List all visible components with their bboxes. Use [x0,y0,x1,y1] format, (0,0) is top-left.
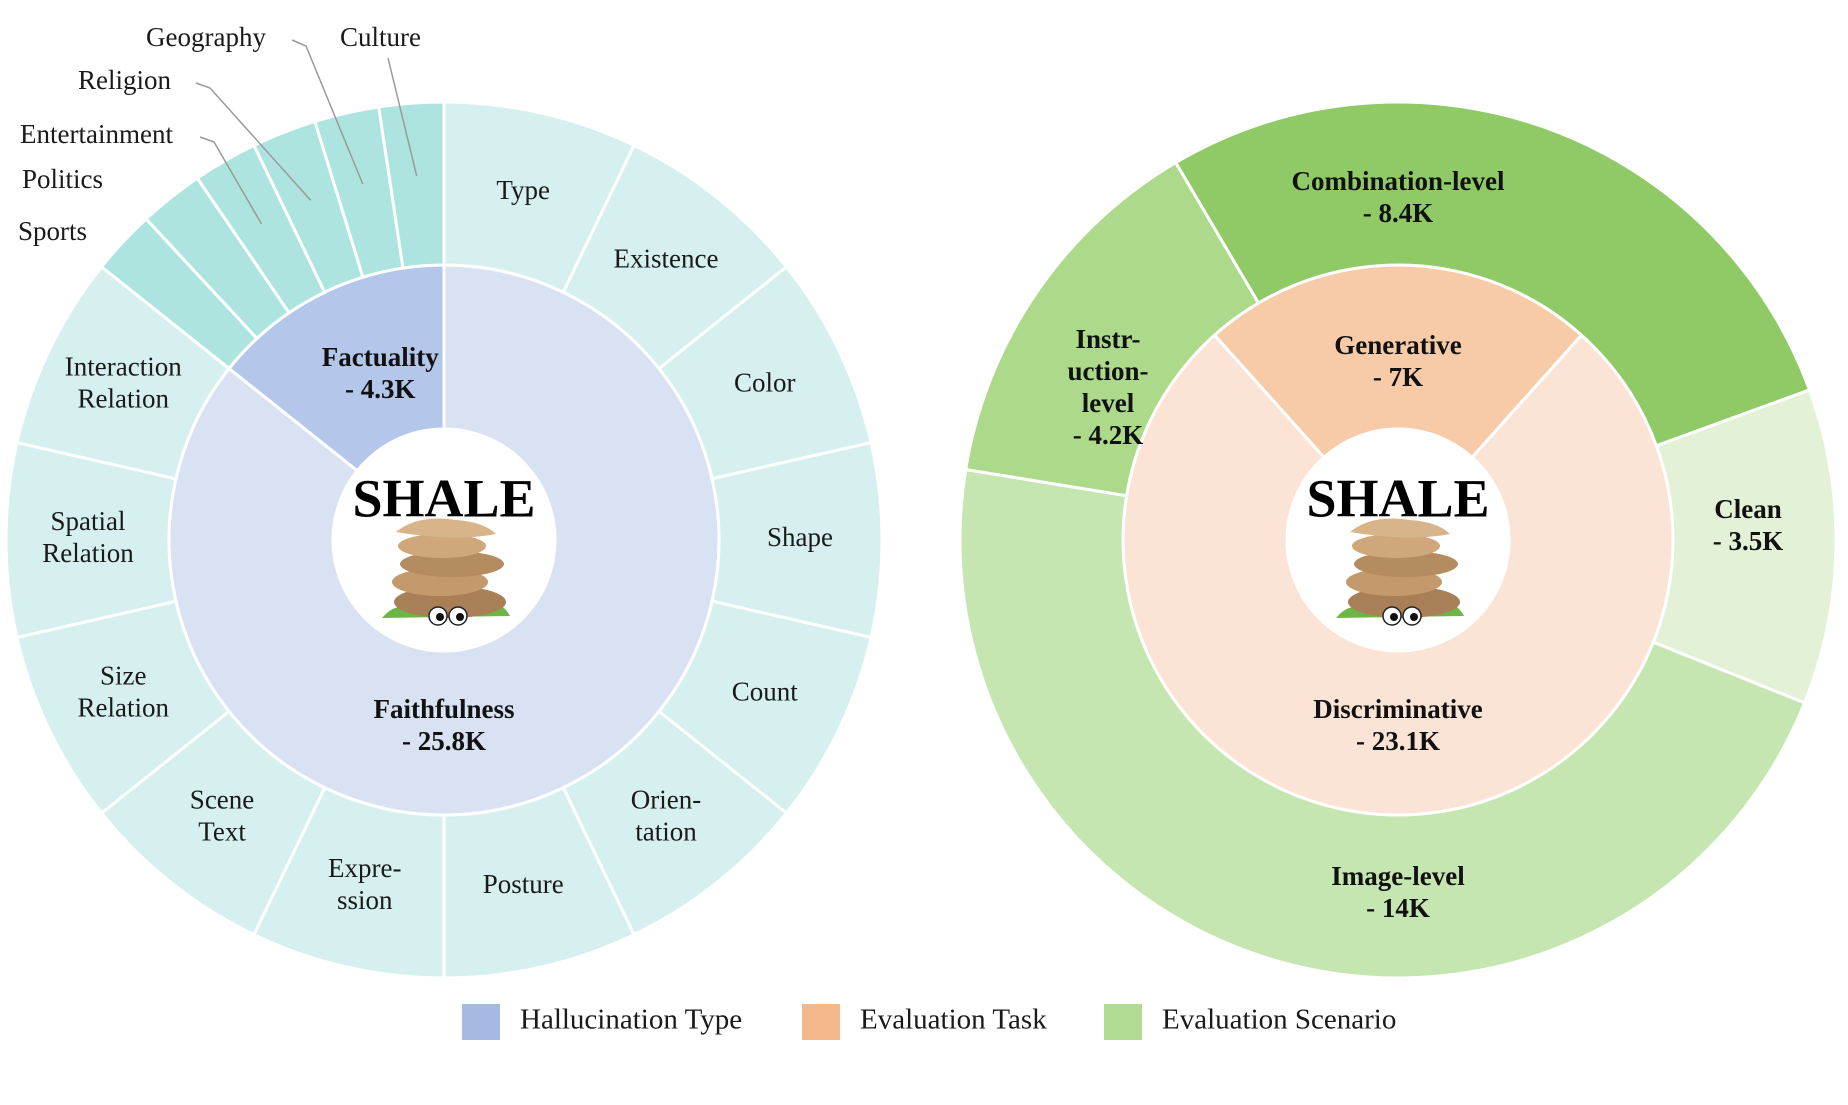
outer-label-orientation: Orien-tation [631,785,701,847]
outer-label-posture: Posture [483,869,564,899]
inner-label-generative: Generative - 7K [1334,330,1461,392]
outer-label-geography: Geography [146,22,266,52]
leader-line-entertainment [199,136,263,225]
inner-label-factuality: Factuality - 4.3K [322,342,439,404]
outer-label-scene-text: Scene Text [190,785,254,847]
stone-pile-logo-icon [382,518,510,626]
leader-line-culture [387,57,418,177]
outer-label-clean: Clean - 3.5K [1713,494,1784,556]
outer-label-entertainment: Entertainment [20,119,173,149]
inner-label-discriminative: Discriminative - 23.1K [1313,694,1482,756]
brand-title: SHALE [1306,468,1489,528]
left-sunburst: Type Existence Color Shape Count Orien-tation… [4,22,884,980]
outer-segment-instructionlevel [963,160,1261,498]
outer-label-color: Color [734,368,796,398]
legend-swatch-evaluation-task [802,1004,840,1040]
legend-label-hallucination-type: Hallucination Type [520,1004,742,1036]
outer-segment-imagelevel [958,467,1807,980]
outer-label-type: Type [496,175,550,205]
outer-label-existence: Existence [613,244,718,274]
legend-label-evaluation-scenario: Evaluation Scenario [1162,1004,1396,1036]
outer-label-interaction-relation: Interaction Relation [65,352,182,414]
brand-title: SHALE [352,468,535,528]
outer-label-spatial-relation: Spatial Relation [42,506,134,568]
outer-segment-interaction-relation [15,264,232,481]
outer-label-combinationlevel: Combination-level - 8.4K [1292,166,1505,228]
legend: Hallucination Type Evaluation Task Evaluat… [462,1004,1396,1040]
outer-label-sports: Sports [18,216,87,246]
outer-label-shape: Shape [767,522,833,552]
stone-pile-logo-icon [1336,518,1464,626]
outer-segment-combinationlevel [1173,100,1812,448]
outer-label-count: Count [732,677,799,707]
leader-line-religion [195,82,312,201]
legend-label-evaluation-task: Evaluation Task [860,1004,1047,1036]
legend-swatch-evaluation-scenario [1104,1004,1142,1040]
right-sunburst: Generative - 7K Discriminative - 23.1K Combi… [958,100,1838,980]
outer-label-imagelevel: Image-level - 14K [1331,861,1465,923]
outer-label-expression: Expre-ssion [328,853,401,915]
inner-label-faithfulness: Faithfulness - 25.8K [373,694,514,756]
outer-label-instructionlevel: Instr-uction-level - 4.2K [1068,324,1149,450]
outer-label-politics: Politics [22,164,103,194]
leader-line-geography [291,39,364,185]
legend-swatch-hallucination-type [462,1004,500,1040]
outer-label-size-relation: Size Relation [78,661,170,723]
outer-label-religion: Religion [78,65,171,95]
outer-label-culture: Culture [340,22,421,52]
